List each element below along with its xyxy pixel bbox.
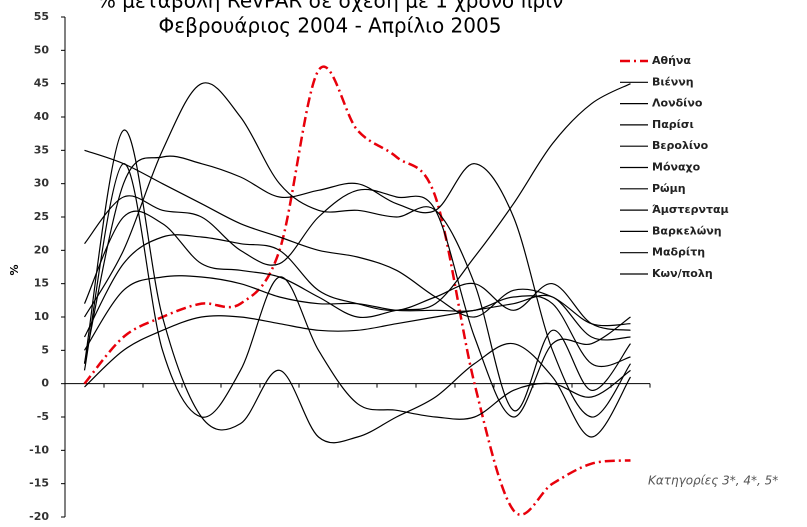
series-line [84, 149, 631, 327]
y-tick-label: 25 [34, 210, 49, 223]
y-tick-label: 15 [34, 277, 49, 290]
series-line [83, 129, 632, 444]
y-tick-label: -5 [37, 410, 49, 423]
legend-label: Άμστερνταμ [652, 203, 729, 216]
series-line [84, 294, 631, 388]
legend-label: Μόναχο [652, 161, 701, 174]
legend-label: Βιέννη [652, 75, 694, 88]
chart-title: % μεταβολή RevPAR σε σχέση με 1 χρόνο πρ… [97, 0, 563, 13]
annotation: Κατηγορίες 3*, 4*, 5* [648, 474, 778, 488]
series-line [83, 163, 631, 420]
legend-label: Βερολίνο [652, 139, 709, 152]
y-tick-label: 40 [34, 110, 50, 123]
y-tick-label: 35 [34, 143, 49, 156]
series-line [83, 155, 631, 418]
y-tick-label: 10 [34, 310, 50, 323]
chart-subtitle: Φεβρουάριος 2004 - Απρίλιο 2005 [159, 14, 502, 38]
y-tick-label: 5 [41, 343, 49, 356]
y-tick-label: 50 [34, 43, 50, 56]
legend-label: Παρίσι [652, 118, 694, 131]
y-tick-label: 20 [34, 243, 50, 256]
y-tick-label: 30 [34, 177, 50, 190]
series-line [83, 83, 631, 319]
y-tick-label: -15 [29, 477, 49, 490]
legend-label: Κων/πολη [652, 267, 713, 280]
y-tick-label: -10 [29, 443, 49, 456]
legend-label: Βαρκελώνη [652, 224, 722, 237]
series-line [83, 275, 631, 368]
y-tick-label: 0 [41, 377, 49, 390]
series-line [83, 234, 631, 338]
legend-label: Αθήνα [652, 54, 691, 67]
legend-label: Λονδίνο [652, 97, 703, 110]
y-tick-label: -20 [29, 510, 49, 523]
series-line [83, 82, 631, 411]
y-tick-label: 55 [34, 10, 49, 23]
series-line [83, 65, 631, 516]
series-line [84, 188, 631, 418]
legend-label: Ρώμη [652, 182, 686, 195]
y-axis-label: % [8, 264, 21, 275]
y-tick-label: 45 [34, 77, 49, 90]
legend-label: Μαδρίτη [652, 246, 705, 259]
